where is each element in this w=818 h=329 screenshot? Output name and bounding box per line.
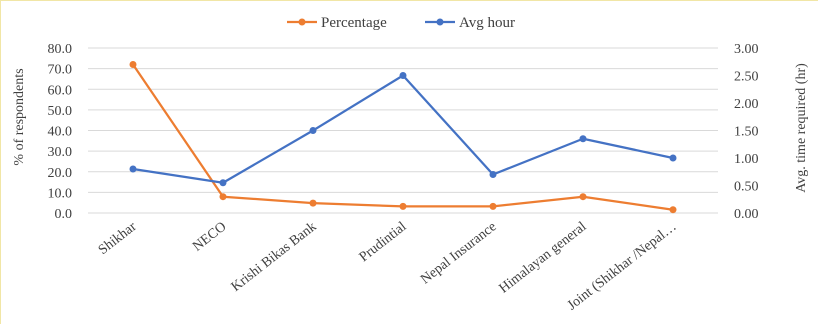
right-tick-label: 1.50 — [734, 125, 759, 140]
data-point — [219, 179, 227, 187]
data-point — [579, 135, 587, 143]
legend-label: Avg hour — [459, 15, 515, 31]
left-tick-label: 20.0 — [48, 166, 73, 181]
right-tick-label: 2.00 — [734, 97, 759, 112]
data-point — [579, 193, 587, 201]
left-tick-label: 70.0 — [48, 63, 73, 78]
right-tick-label: 3.00 — [734, 42, 759, 57]
left-axis-label: % of respondents — [12, 68, 27, 165]
data-point — [669, 154, 677, 162]
data-point — [489, 171, 497, 178]
data-point — [489, 202, 497, 210]
right-axis-label: Avg. time required (hr) — [794, 63, 809, 193]
data-point — [399, 72, 407, 79]
data-point — [309, 199, 317, 207]
chart-legend: Percentage Avg hour — [287, 15, 515, 31]
series-line — [132, 74, 674, 184]
x-tick-label: Krishi Bikas Bank — [229, 219, 320, 295]
right-tick-label: 0.00 — [734, 207, 759, 222]
legend-marker — [298, 18, 306, 26]
data-point — [219, 193, 227, 201]
right-tick-label: 2.50 — [734, 70, 759, 85]
data-point — [129, 165, 137, 173]
x-tick-label: Himalayan general — [497, 219, 590, 296]
data-point — [309, 127, 317, 134]
left-tick-label: 50.0 — [48, 104, 73, 119]
data-point — [669, 206, 677, 214]
data-point — [399, 202, 407, 210]
left-tick-label: 40.0 — [48, 125, 73, 140]
data-point — [129, 61, 137, 68]
left-tick-label: 0.0 — [55, 207, 73, 222]
left-tick-label: 80.0 — [48, 42, 73, 57]
left-tick-label: 60.0 — [48, 83, 73, 98]
x-tick-label: Shikhar — [96, 219, 140, 258]
left-axis-ticks: 0.0 10.0 20.0 30.0 40.0 50.0 60.0 70.0 80.0 — [48, 42, 73, 222]
left-tick-label: 30.0 — [48, 145, 73, 160]
x-tick-label: Prudintial — [357, 219, 410, 265]
legend-label: Percentage — [321, 15, 387, 31]
left-tick-label: 10.0 — [48, 186, 73, 201]
x-tick-label: NECO — [190, 219, 229, 254]
series-line — [132, 63, 674, 211]
legend-item: Percentage — [287, 15, 387, 31]
series-avg-hour — [129, 72, 677, 187]
x-tick-label: Nepal Insurance — [418, 219, 499, 287]
legend-marker — [436, 18, 444, 26]
right-axis-ticks: 0.00 0.50 1.00 1.50 2.00 2.50 3.00 — [734, 42, 759, 222]
series-percentage — [129, 61, 677, 214]
right-tick-label: 0.50 — [734, 180, 759, 195]
series-layer — [129, 61, 677, 214]
legend-item: Avg hour — [425, 15, 515, 31]
right-tick-label: 1.00 — [734, 152, 759, 167]
x-axis-labels: Shikhar NECO Krishi Bikas Bank Prudintial Ne… — [96, 219, 680, 313]
